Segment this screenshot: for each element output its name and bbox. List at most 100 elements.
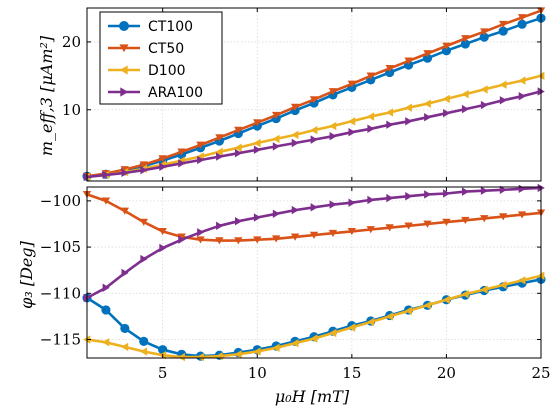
top-point-d100: [518, 76, 526, 85]
bottom-point-d100: [272, 343, 280, 353]
bottom-line-ara100: [86, 186, 542, 300]
top-point-d100: [461, 89, 469, 99]
bottom-point-d100: [310, 334, 318, 343]
bottom-point-ara100: [518, 184, 526, 194]
top-point-ara100: [424, 113, 432, 122]
top-point-ara100: [234, 148, 243, 158]
bottom-point-d100: [385, 312, 394, 321]
legend-label-ct100: CT100: [148, 19, 193, 35]
top-ylabel: m_eff,3 [μAm²]: [37, 35, 56, 156]
top-point-ct50: [423, 50, 432, 58]
bottom-axes-frame: [86, 186, 542, 359]
bottom-point-ara100: [367, 195, 375, 205]
bottom-point-d100: [404, 306, 412, 316]
top-point-ct50: [366, 72, 375, 80]
top-point-ct100: [517, 19, 527, 29]
bottom-point-d100: [329, 328, 337, 338]
top-point-ara100: [329, 132, 337, 141]
top-point-ara100: [140, 165, 148, 175]
bottom-point-d100: [423, 301, 431, 310]
bottom-point-ct50: [120, 207, 130, 215]
top-point-ct50: [442, 42, 451, 50]
top-point-ct50: [385, 65, 394, 73]
top-point-ct100: [498, 26, 508, 36]
bottom-point-ara100: [480, 186, 489, 195]
legend-marker-ct100: [119, 21, 129, 31]
top-point-d100: [291, 130, 299, 140]
bottom-point-ct50: [404, 222, 413, 230]
bottom-point-d100: [442, 295, 450, 304]
top-point-ct50: [290, 103, 300, 111]
top-point-ara100: [121, 168, 129, 178]
bottom-point-ct50: [366, 226, 375, 234]
bottom-point-d100: [366, 317, 375, 327]
top-point-ara100: [197, 155, 205, 165]
bottom-point-ara100: [386, 193, 394, 203]
bottom-point-ct50: [461, 216, 470, 225]
bottom-point-d100: [518, 276, 526, 285]
bottom-point-ct50: [215, 237, 224, 245]
bottom-series-ara100: [83, 183, 545, 303]
bottom-point-d100: [480, 285, 488, 294]
bottom-point-ct50: [385, 224, 394, 232]
top-point-ct50: [498, 20, 508, 29]
legend-label-ara100: ARA100: [148, 85, 203, 101]
xtick-label: 15: [342, 364, 361, 382]
top-point-d100: [442, 94, 450, 104]
bottom-point-ct50: [423, 220, 432, 228]
bottom-point-d100: [234, 350, 242, 359]
top-point-d100: [310, 125, 318, 135]
top-point-ct50: [404, 57, 413, 65]
bottom-point-ct50: [271, 235, 281, 243]
top-point-d100: [423, 99, 431, 108]
bottom-point-ara100: [253, 213, 262, 222]
top-point-ct50: [139, 161, 148, 169]
bottom-point-d100: [253, 347, 261, 356]
bottom-point-d100: [102, 338, 110, 347]
bottom-point-ct50: [498, 213, 508, 221]
bottom-point-ct50: [480, 215, 489, 223]
legend: CT100 CT50 D100 ARA100: [99, 11, 223, 105]
top-point-ara100: [480, 100, 489, 110]
bottom-point-ct50: [196, 236, 205, 244]
top-point-ct50: [177, 148, 186, 156]
top-point-ara100: [518, 91, 526, 101]
bottom-point-ara100: [329, 200, 337, 209]
bottom-ytick-label: −105: [40, 238, 81, 256]
top-point-ct50: [480, 28, 489, 36]
bottom-ytick-label: −110: [40, 284, 81, 302]
top-ytick-label: 20: [62, 33, 81, 51]
bottom-point-ct50: [517, 211, 527, 219]
top-point-d100: [348, 117, 356, 126]
top-point-ara100: [499, 96, 507, 105]
bottom-point-ara100: [424, 190, 432, 199]
bottom-point-d100: [196, 352, 204, 362]
top-point-ara100: [348, 127, 356, 137]
bottom-xlabel: μ₀H [mT]: [275, 387, 350, 406]
xtick-label: 25: [531, 364, 550, 382]
bottom-point-ct100: [101, 305, 111, 315]
top-point-ct50: [271, 111, 281, 119]
top-point-ara100: [216, 152, 224, 161]
bottom-series-ct100: [82, 274, 546, 361]
bottom-point-ara100: [291, 205, 299, 215]
bottom-point-ara100: [234, 217, 243, 226]
bottom-point-ct50: [309, 231, 319, 239]
bottom-point-ct50: [347, 228, 357, 236]
bottom-point-ct50: [328, 229, 338, 237]
legend-marker-d100: [119, 65, 128, 75]
bottom-point-ct50: [253, 236, 262, 244]
bottom-ylabel: φ₃ [Deg]: [17, 240, 36, 308]
bottom-point-d100: [499, 280, 507, 290]
bottom-point-ara100: [405, 192, 413, 201]
bottom-point-ara100: [348, 198, 356, 207]
bottom-ytick-label: −115: [40, 331, 81, 349]
top-panel: 10 20: [62, 7, 546, 182]
bottom-panel: −100 −105 −110 −115 5 10 15 20 25: [40, 183, 550, 382]
top-point-ct50: [196, 141, 205, 149]
top-ytick-label: 10: [62, 101, 81, 119]
bottom-series-d100: [83, 271, 545, 362]
bottom-point-ara100: [310, 203, 318, 212]
bottom-point-ara100: [499, 185, 507, 194]
top-point-ct50: [347, 80, 357, 88]
